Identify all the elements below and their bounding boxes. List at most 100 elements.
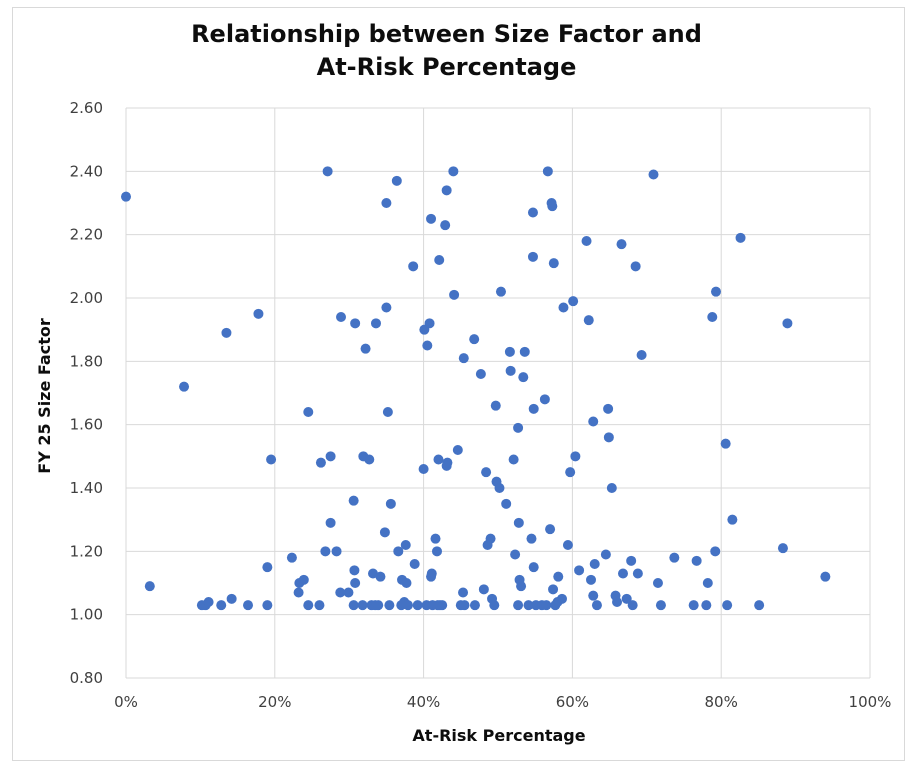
data-point (293, 587, 304, 598)
chart-frame (12, 7, 905, 761)
data-point (489, 600, 500, 611)
data-point (331, 546, 342, 557)
data-point (298, 574, 309, 585)
x-axis-label: At-Risk Percentage (412, 726, 585, 745)
data-point (727, 514, 738, 525)
data-point (710, 286, 721, 297)
data-point (612, 597, 623, 607)
data-point (449, 289, 460, 300)
chart-title-line-1: Relationship between Size Factor and (191, 20, 702, 48)
data-point (481, 467, 492, 478)
data-point (266, 454, 277, 465)
data-point (545, 524, 556, 535)
data-point (408, 261, 419, 272)
data-point (505, 365, 516, 376)
data-point (360, 343, 371, 354)
data-point (581, 236, 592, 246)
data-point (485, 533, 496, 544)
data-point (348, 600, 359, 611)
data-point (702, 578, 713, 588)
data-point (652, 578, 663, 588)
data-point (433, 454, 444, 465)
data-point (349, 565, 360, 576)
data-point (754, 600, 765, 611)
data-point (548, 584, 559, 595)
data-point (553, 571, 564, 582)
y-tick-label: 1.80 (70, 352, 103, 370)
data-point (513, 422, 524, 433)
data-point (688, 600, 699, 611)
data-point (469, 600, 480, 611)
data-point (526, 533, 537, 544)
data-point (588, 590, 599, 601)
data-point (701, 600, 712, 611)
data-point (400, 540, 411, 550)
data-point (440, 220, 451, 231)
data-point (424, 318, 435, 329)
data-point (314, 600, 325, 611)
data-point (782, 318, 793, 329)
y-tick-label: 1.00 (70, 606, 103, 624)
data-point (603, 403, 614, 414)
data-point (216, 600, 227, 611)
data-point (562, 540, 573, 550)
x-tick-label: 0% (114, 693, 138, 711)
data-point (556, 593, 567, 604)
data-point (243, 600, 254, 611)
data-point (381, 302, 392, 313)
data-point (565, 467, 576, 478)
data-point (325, 517, 336, 528)
data-point (350, 318, 361, 329)
data-point (144, 581, 155, 592)
data-point (606, 483, 617, 493)
data-point (630, 261, 641, 272)
data-point (501, 498, 512, 509)
data-point (357, 600, 368, 611)
data-point (393, 546, 404, 557)
y-tick-label: 2.60 (70, 99, 103, 117)
data-point (669, 552, 680, 563)
data-point (409, 559, 420, 569)
x-tick-label: 80% (705, 693, 738, 711)
data-point (458, 587, 469, 598)
data-point (691, 555, 702, 566)
data-point (315, 457, 326, 468)
data-point (528, 562, 539, 573)
data-point (226, 593, 237, 604)
data-point (322, 166, 333, 177)
data-point (490, 400, 501, 411)
data-point (325, 451, 336, 462)
data-point (519, 346, 530, 357)
data-point (478, 584, 489, 595)
data-point (627, 600, 638, 611)
data-point (583, 315, 594, 326)
data-point (539, 394, 550, 405)
y-tick-label: 2.20 (70, 226, 103, 244)
data-point (568, 296, 579, 307)
data-point (441, 185, 452, 196)
data-point (527, 251, 538, 262)
data-point (735, 232, 746, 243)
data-point (286, 552, 297, 563)
data-point (391, 175, 402, 186)
x-tick-label: 20% (258, 693, 291, 711)
data-point (442, 457, 453, 468)
data-point (707, 312, 718, 322)
data-point (121, 191, 131, 202)
y-tick-label: 0.80 (70, 669, 103, 687)
gridlines (125, 107, 871, 679)
y-tick-label: 2.00 (70, 289, 103, 307)
data-point (777, 543, 788, 554)
data-point (475, 369, 486, 379)
data-point (373, 600, 384, 611)
data-point (418, 464, 429, 474)
x-tick-label: 60% (556, 693, 589, 711)
data-point (547, 201, 558, 212)
y-tick-label: 1.20 (70, 542, 103, 560)
data-point (570, 451, 581, 462)
data-point (603, 432, 614, 443)
data-point (469, 334, 480, 345)
chart-title: Relationship between Size Factor and At-… (0, 18, 893, 84)
data-point (494, 483, 505, 493)
